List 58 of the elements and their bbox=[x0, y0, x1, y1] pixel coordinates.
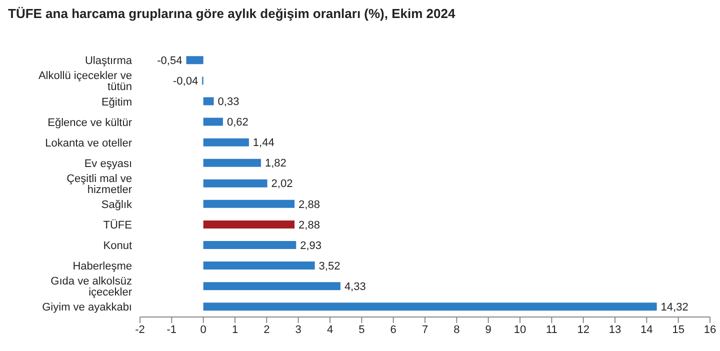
bar bbox=[203, 200, 295, 208]
x-tick-label: 2 bbox=[264, 324, 270, 336]
data-label: 1,82 bbox=[264, 158, 286, 170]
x-tick-label: 1 bbox=[232, 324, 238, 336]
data-label: 2,02 bbox=[271, 178, 293, 190]
data-label: 2,88 bbox=[298, 219, 320, 232]
data-label: 1,44 bbox=[252, 137, 274, 150]
data-label: 2,93 bbox=[300, 240, 322, 252]
x-tick-label: 12 bbox=[577, 324, 590, 336]
bar bbox=[203, 118, 223, 126]
bar bbox=[203, 282, 340, 290]
x-tick-label: 16 bbox=[704, 324, 716, 336]
data-label: -0,54 bbox=[157, 55, 182, 68]
y-tick-label: Sağlık bbox=[101, 198, 132, 211]
data-label: 14,32 bbox=[660, 301, 688, 314]
y-tick-label: Ev eşyası bbox=[84, 158, 132, 170]
y-tick-label: TÜFE bbox=[103, 218, 132, 232]
y-tick-label: Eğlence ve kültür bbox=[48, 116, 132, 129]
y-tick-label: Konut bbox=[103, 240, 132, 252]
data-label: 0,33 bbox=[218, 96, 240, 108]
y-tick-label: Giyim ve ayakkabı bbox=[42, 302, 132, 314]
x-tick-label: 7 bbox=[422, 324, 428, 336]
y-tick-label: Haberleşme bbox=[72, 260, 132, 273]
x-tick-label: 8 bbox=[454, 324, 460, 336]
x-tick-label: -1 bbox=[166, 324, 177, 336]
y-tick-label: Gıda ve alkolsüz içecekler bbox=[50, 276, 132, 299]
x-tick-label: 11 bbox=[546, 324, 558, 336]
x-tick-label: 6 bbox=[390, 324, 396, 336]
bar bbox=[203, 220, 295, 228]
data-label: 4,33 bbox=[344, 280, 366, 293]
x-tick-label: 3 bbox=[295, 324, 302, 336]
x-tick-label: 13 bbox=[608, 324, 622, 336]
x-tick-label: 10 bbox=[514, 324, 526, 336]
y-tick-label: Alkollü içecekler ve tütün bbox=[38, 70, 132, 94]
bar bbox=[203, 302, 657, 311]
x-tick-label: 9 bbox=[485, 324, 492, 336]
x-tick-label: 15 bbox=[672, 324, 684, 336]
y-tick-label: Çeşitli mal ve hizmetler bbox=[66, 172, 132, 196]
bar bbox=[186, 56, 204, 64]
chart-title: TÜFE ana harcama gruplarına göre aylık değişim oranları (%), Ekim 2024 bbox=[8, 6, 456, 21]
bar bbox=[203, 262, 315, 270]
bar bbox=[203, 138, 249, 146]
x-tick-label: 0 bbox=[200, 324, 206, 336]
bar bbox=[203, 97, 214, 106]
data-label: 0,62 bbox=[226, 116, 248, 129]
data-label: -0,04 bbox=[172, 76, 198, 88]
x-tick-label: 14 bbox=[640, 324, 653, 336]
x-tick-label: 4 bbox=[326, 324, 334, 336]
x-tick-label: -2 bbox=[135, 324, 145, 336]
x-tick-label: 5 bbox=[358, 324, 365, 336]
bar bbox=[203, 179, 268, 188]
bar bbox=[203, 158, 261, 167]
y-tick-label: Eğitim bbox=[101, 96, 132, 108]
y-tick-label: Ulaştırma bbox=[84, 55, 133, 68]
data-label: 3,52 bbox=[318, 260, 340, 272]
bar bbox=[203, 241, 296, 250]
y-tick-label: Lokanta ve oteller bbox=[45, 137, 132, 150]
data-label: 2,88 bbox=[298, 198, 320, 211]
